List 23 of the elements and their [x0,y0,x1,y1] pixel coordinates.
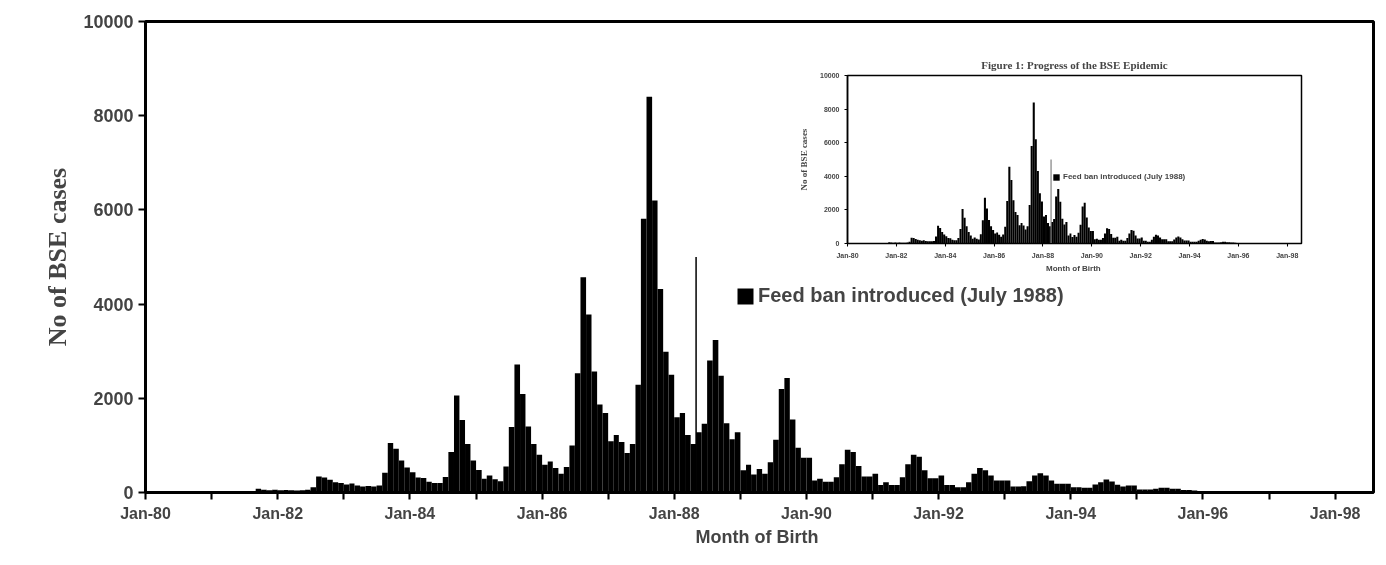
x-tick-label: Jan-92 [913,504,964,522]
y-tick-label: 8000 [93,106,134,127]
x-tick-label: Jan-98 [1309,504,1361,522]
chart-title: Figure 1: Progress of the BSE Epidemic [981,58,1168,71]
x-tick-label: Jan-94 [1045,504,1097,522]
x-axis-title: Month of Birth [1046,263,1101,273]
y-axis-title: No of BSE cases [43,167,73,347]
x-tick-label: Jan-80 [120,504,171,522]
y-axis-title: No of BSE cases [799,128,810,191]
x-tick-label: Jan-88 [648,504,700,522]
y-tick-label: 4000 [93,294,134,315]
x-tick-label: Jan-82 [252,504,304,522]
y-tick-label: 0 [123,483,134,503]
x-tick-label: Jan-84 [384,504,436,522]
x-axis-title: Month of Birth [695,526,819,547]
legend-label: Feed ban introduced (July 1988) [758,284,1064,307]
y-tick-label: 6000 [93,200,134,221]
x-tick-label: Jan-96 [1177,504,1229,522]
x-tick-label: Jan-86 [516,504,568,522]
x-tick-label: Jan-90 [781,504,832,522]
y-tick-label: 2000 [93,388,134,409]
y-tick-label: 10000 [83,12,134,32]
legend-label: Feed ban introduced (July 1988) [1063,172,1186,181]
